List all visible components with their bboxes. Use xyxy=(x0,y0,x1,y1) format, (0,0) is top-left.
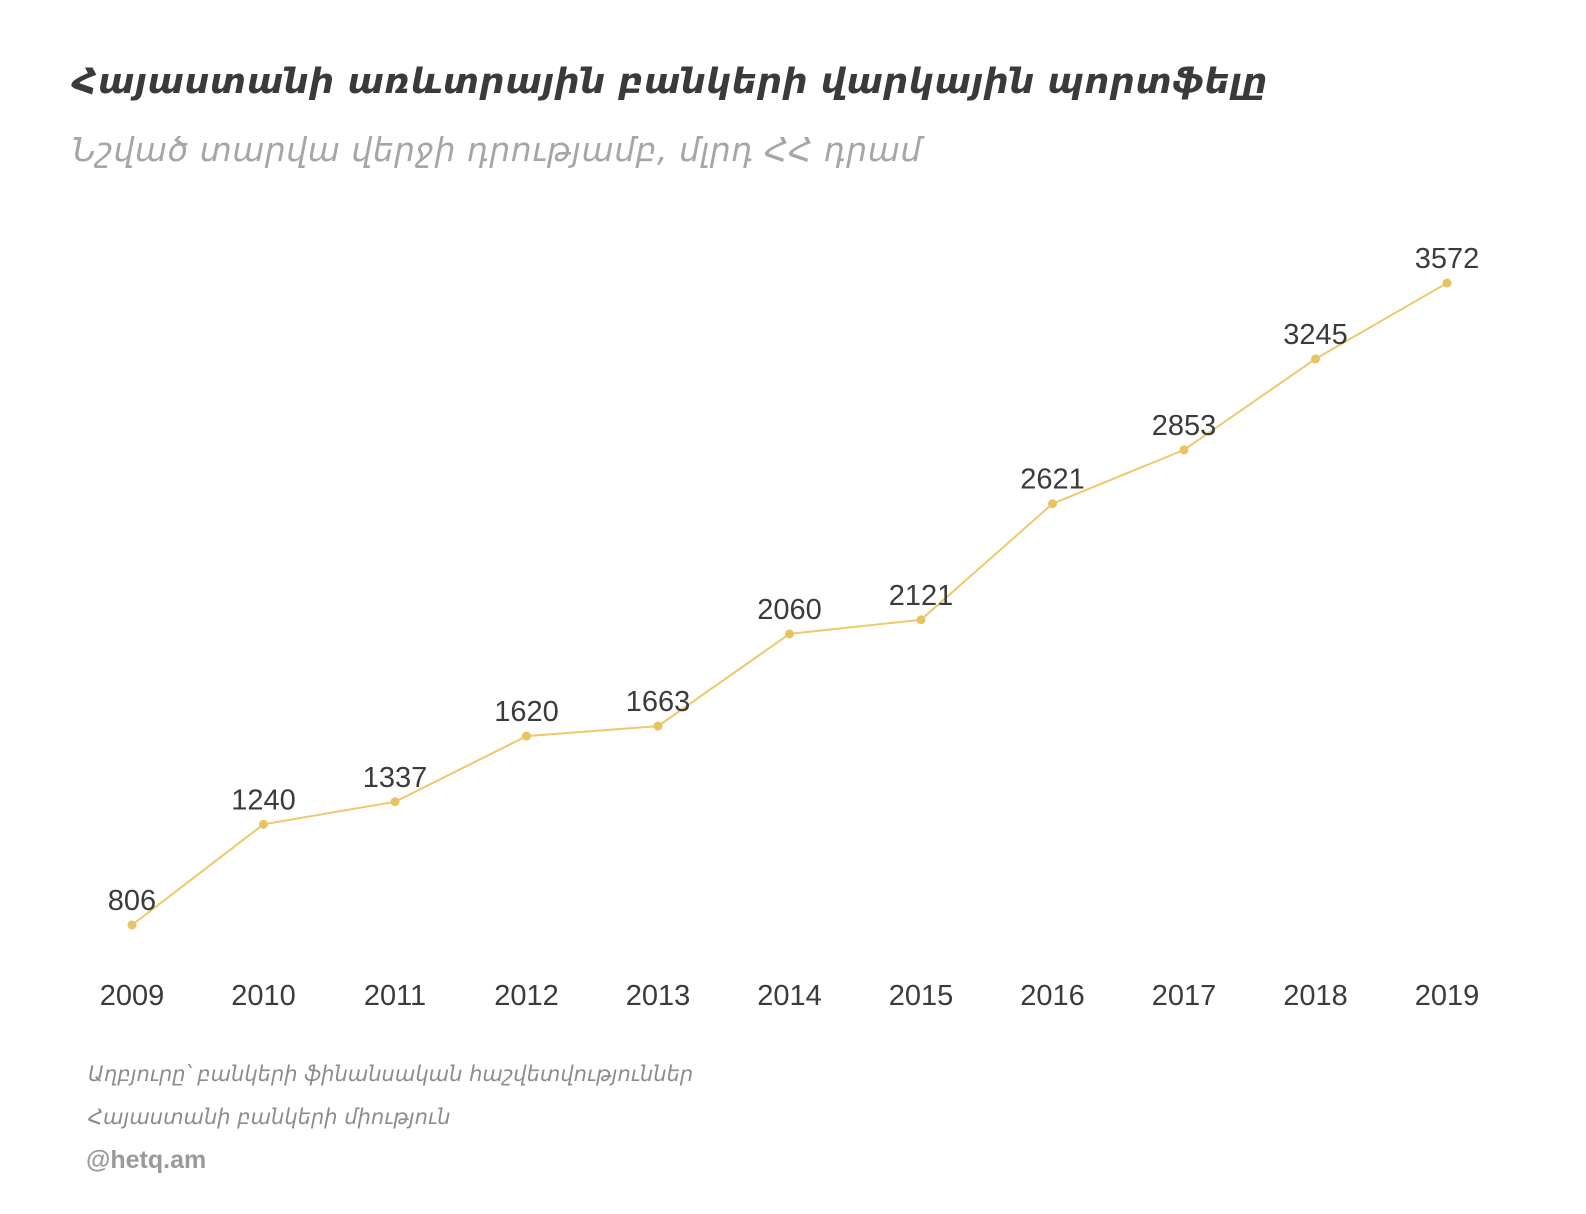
data-label-2017: 2853 xyxy=(1152,410,1217,442)
x-tick-label-2013: 2013 xyxy=(626,980,691,1012)
chart-title: Հայաստանի առևտրային բանկերի վարկային պոր… xyxy=(72,62,1268,102)
data-label-2010: 1240 xyxy=(231,784,296,816)
data-label-2013: 1663 xyxy=(626,686,691,718)
data-point-2016 xyxy=(1048,499,1057,509)
data-point-2019 xyxy=(1442,278,1452,288)
x-tick-label-2009: 2009 xyxy=(100,980,165,1012)
data-label-2011: 1337 xyxy=(363,762,428,794)
x-tick-label-2016: 2016 xyxy=(1020,980,1085,1012)
x-tick-label-2011: 2011 xyxy=(364,980,426,1012)
x-tick-label-2014: 2014 xyxy=(757,980,822,1012)
source-line-2: Հայաստանի բանկերի միություն xyxy=(88,1105,451,1129)
credit-link[interactable]: @hetq.am xyxy=(86,1146,207,1174)
data-point-2017 xyxy=(1179,445,1189,455)
data-label-2014: 2060 xyxy=(757,594,822,626)
data-label-2015: 2121 xyxy=(889,580,954,612)
data-point-2009 xyxy=(127,920,137,930)
data-point-2011 xyxy=(390,797,400,807)
data-label-2018: 3245 xyxy=(1283,319,1348,351)
data-label-2019: 3572 xyxy=(1415,243,1480,275)
data-point-2018 xyxy=(1311,354,1320,364)
data-label-2012: 1620 xyxy=(494,696,559,728)
source-line-1: Աղբյուրը՝ բանկերի ֆինանսական հաշվետվությ… xyxy=(88,1062,694,1086)
x-tick-label-2018: 2018 xyxy=(1283,980,1348,1012)
data-label-2016: 2621 xyxy=(1020,464,1085,496)
x-tick-label-2017: 2017 xyxy=(1152,980,1217,1012)
x-tick-label-2010: 2010 xyxy=(231,980,296,1012)
data-point-2014 xyxy=(785,629,794,639)
x-tick-label-2015: 2015 xyxy=(889,980,954,1012)
chart-subtitle: Նշված տարվա վերջի դրությամբ, մլրդ ՀՀ դրա… xyxy=(72,130,922,169)
x-tick-label-2019: 2019 xyxy=(1415,980,1480,1012)
data-label-2009: 806 xyxy=(108,885,156,917)
data-point-2010 xyxy=(259,819,268,829)
data-point-2013 xyxy=(653,721,663,731)
data-point-2015 xyxy=(916,615,926,625)
data-point-2012 xyxy=(522,731,531,741)
x-tick-label-2012: 2012 xyxy=(494,980,559,1012)
